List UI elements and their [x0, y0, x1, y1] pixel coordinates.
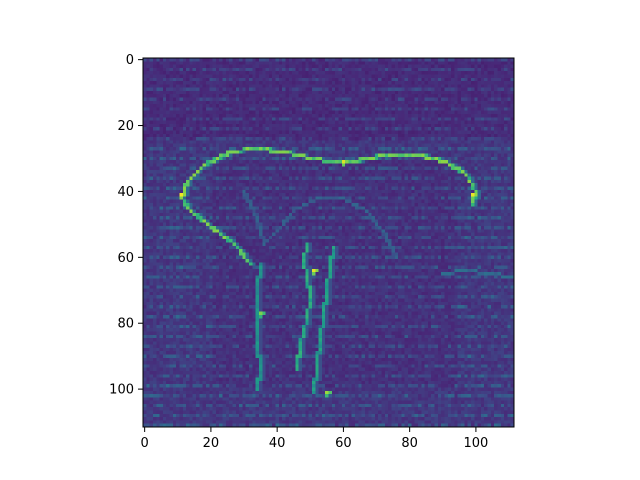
x-tick-label: 40 — [269, 436, 286, 451]
x-tick-label: 20 — [203, 436, 220, 451]
x-tick-label: 0 — [141, 436, 149, 451]
y-tick-label: 0 — [126, 53, 134, 68]
y-tick-label: 60 — [117, 251, 134, 266]
heatmap-image — [143, 58, 514, 427]
x-tick-label: 80 — [401, 436, 418, 451]
x-tick-label: 60 — [335, 436, 352, 451]
axes-frame — [142, 57, 515, 428]
y-axis: 0 20 40 60 80 100 — [109, 53, 143, 398]
x-tick-label: 100 — [463, 436, 488, 451]
y-tick-label: 80 — [117, 317, 134, 332]
y-tick-label: 100 — [109, 383, 134, 398]
y-tick-label: 20 — [117, 119, 134, 134]
x-axis: 0 20 40 60 80 100 — [141, 427, 488, 451]
plot-area — [142, 57, 515, 428]
y-tick-label: 40 — [117, 185, 134, 200]
